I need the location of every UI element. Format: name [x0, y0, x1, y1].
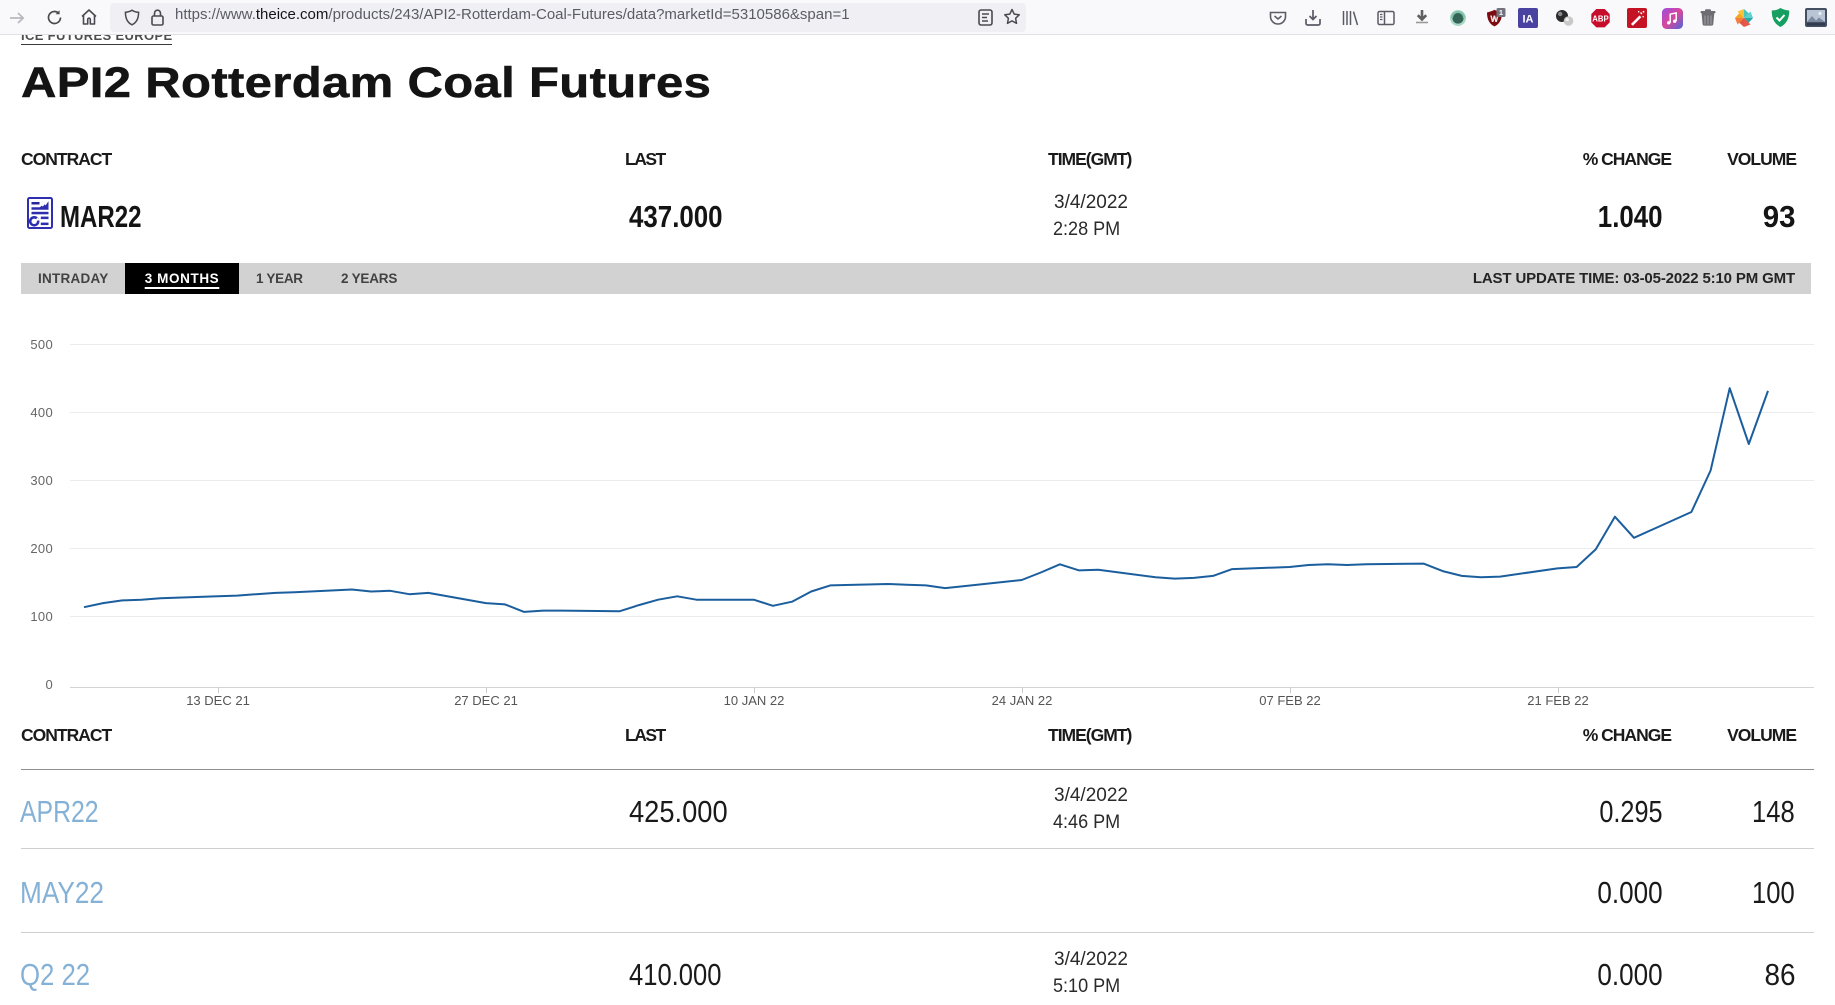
svg-text:IA: IA [1523, 14, 1534, 26]
svg-text:1: 1 [1499, 8, 1503, 17]
svg-text:ABP: ABP [1592, 15, 1608, 24]
